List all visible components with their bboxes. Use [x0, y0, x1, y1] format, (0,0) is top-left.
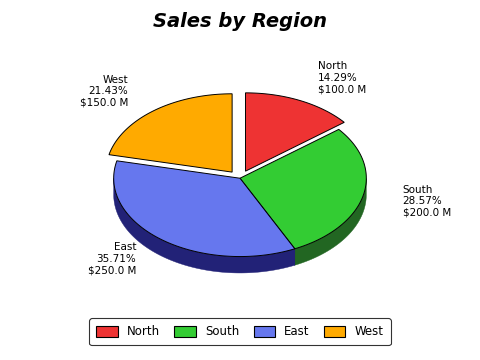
Text: East
35.71%
$250.0 M: East 35.71% $250.0 M [88, 242, 136, 276]
Polygon shape [245, 93, 344, 171]
Legend: North, South, East, West: North, South, East, West [89, 318, 391, 345]
Title: Sales by Region: Sales by Region [153, 12, 327, 31]
Polygon shape [240, 129, 366, 249]
Text: South
28.57%
$200.0 M: South 28.57% $200.0 M [403, 185, 451, 218]
Polygon shape [240, 178, 295, 265]
Polygon shape [114, 178, 295, 273]
Text: West
21.43%
$150.0 M: West 21.43% $150.0 M [80, 75, 128, 108]
Text: North
14.29%
$100.0 M: North 14.29% $100.0 M [318, 62, 366, 95]
Polygon shape [240, 178, 295, 265]
Polygon shape [114, 161, 295, 257]
Polygon shape [295, 179, 366, 265]
Polygon shape [109, 94, 232, 172]
